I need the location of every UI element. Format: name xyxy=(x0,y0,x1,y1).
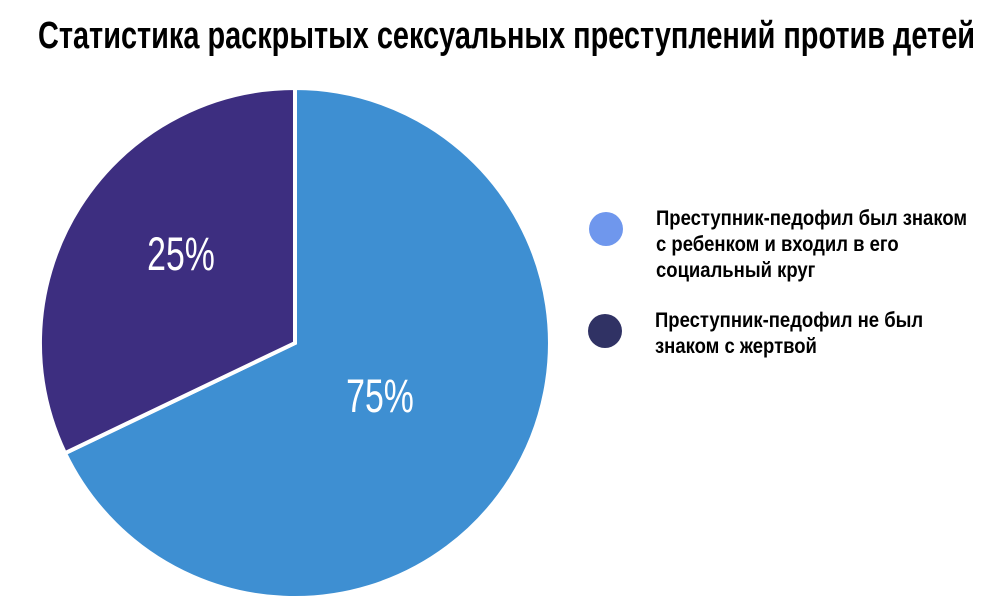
legend-label-unknown: Преступник-педофил не был знаком с жертв… xyxy=(655,309,924,358)
pie-slices-group xyxy=(38,85,552,600)
legend-marker-circle-unknown xyxy=(588,314,622,348)
pie-slice-25 xyxy=(38,85,297,456)
pie-label-75: 75% xyxy=(346,370,414,423)
legend-marker-circle-known xyxy=(589,212,623,246)
chart-title: Статистика раскрытых сексуальных преступ… xyxy=(38,15,1005,59)
pie-slice-75 xyxy=(62,85,552,600)
pie-label-25: 25% xyxy=(147,228,215,281)
legend-item-known: Преступник-педофил был знаком с ребенком… xyxy=(589,206,1005,284)
legend-item-unknown: Преступник-педофил не был знаком с жертв… xyxy=(588,308,960,360)
chart-title-text: Статистика раскрытых сексуальных преступ… xyxy=(38,15,976,57)
legend-label-known: Преступник-педофил был знаком с ребенком… xyxy=(656,207,968,282)
